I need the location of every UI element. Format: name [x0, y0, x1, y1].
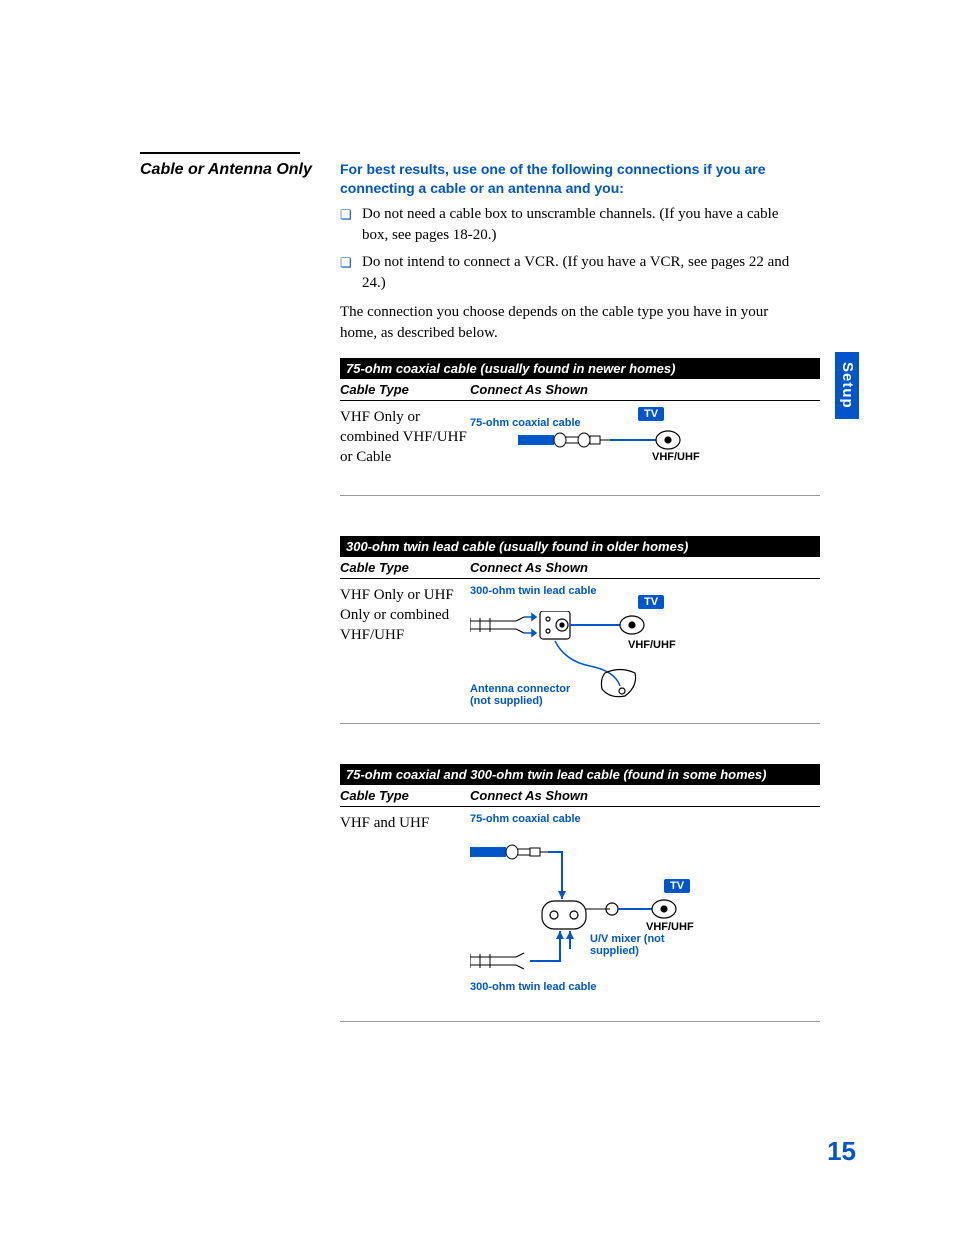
- port-label: VHF/UHF: [646, 921, 694, 934]
- port-label: VHF/UHF: [628, 639, 676, 652]
- adapter-label: Antenna connector (not supplied): [470, 683, 590, 708]
- table-row: VHF Only or combined VHF/UHF or Cable 75…: [340, 401, 820, 496]
- connection-diagram: 75-ohm coaxial cable TV: [470, 813, 820, 1013]
- column-header: Connect As Shown: [470, 382, 820, 397]
- table-both-cables: 75-ohm coaxial and 300-ohm twin lead cab…: [340, 764, 820, 1022]
- side-tab-setup: Setup: [835, 352, 859, 419]
- cable-label: 300-ohm twin lead cable: [470, 585, 597, 598]
- cable-type-cell: VHF and UHF: [340, 813, 470, 1013]
- column-header: Cable Type: [340, 382, 470, 397]
- table-header-row: Cable Type Connect As Shown: [340, 379, 820, 401]
- column-header: Cable Type: [340, 788, 470, 803]
- intro-column: For best results, use one of the followi…: [340, 160, 800, 344]
- table-caption: 300-ohm twin lead cable (usually found i…: [340, 536, 820, 557]
- cable-type-cell: VHF Only or UHF Only or combined VHF/UHF: [340, 585, 470, 715]
- port-label: VHF/UHF: [652, 451, 700, 464]
- column-header: Cable Type: [340, 560, 470, 575]
- page-number: 15: [827, 1136, 856, 1167]
- mixer-label: U/V mixer (not supplied): [590, 933, 680, 958]
- table-header-row: Cable Type Connect As Shown: [340, 557, 820, 579]
- connection-diagram: 75-ohm coaxial cable TV: [470, 407, 820, 487]
- table-75-ohm: 75-ohm coaxial cable (usually found in n…: [340, 358, 820, 496]
- bullet-item: Do not intend to connect a VCR. (If you …: [340, 252, 800, 294]
- table-caption: 75-ohm coaxial and 300-ohm twin lead cab…: [340, 764, 820, 785]
- tv-badge: TV: [638, 407, 664, 421]
- section-rule: [140, 152, 300, 154]
- connection-diagram: 300-ohm twin lead cable TV: [470, 585, 820, 715]
- intro-blue-text: For best results, use one of the followi…: [340, 160, 800, 198]
- table-caption: 75-ohm coaxial cable (usually found in n…: [340, 358, 820, 379]
- table-row: VHF Only or UHF Only or combined VHF/UHF…: [340, 579, 820, 724]
- table-300-ohm: 300-ohm twin lead cable (usually found i…: [340, 536, 820, 724]
- table-header-row: Cable Type Connect As Shown: [340, 785, 820, 807]
- tv-badge: TV: [638, 595, 664, 609]
- intro-paragraph: The connection you choose depends on the…: [340, 302, 800, 344]
- cable-bottom-label: 300-ohm twin lead cable: [470, 981, 597, 994]
- cable-top-label: 75-ohm coaxial cable: [470, 813, 581, 826]
- intro-bullets: Do not need a cable box to unscramble ch…: [340, 204, 800, 294]
- column-header: Connect As Shown: [470, 788, 820, 803]
- cable-type-cell: VHF Only or combined VHF/UHF or Cable: [340, 407, 470, 487]
- table-row: VHF and UHF 75-ohm coaxial cable TV: [340, 807, 820, 1022]
- column-header: Connect As Shown: [470, 560, 820, 575]
- section-title: Cable or Antenna Only: [140, 160, 320, 180]
- bullet-item: Do not need a cable box to unscramble ch…: [340, 204, 800, 246]
